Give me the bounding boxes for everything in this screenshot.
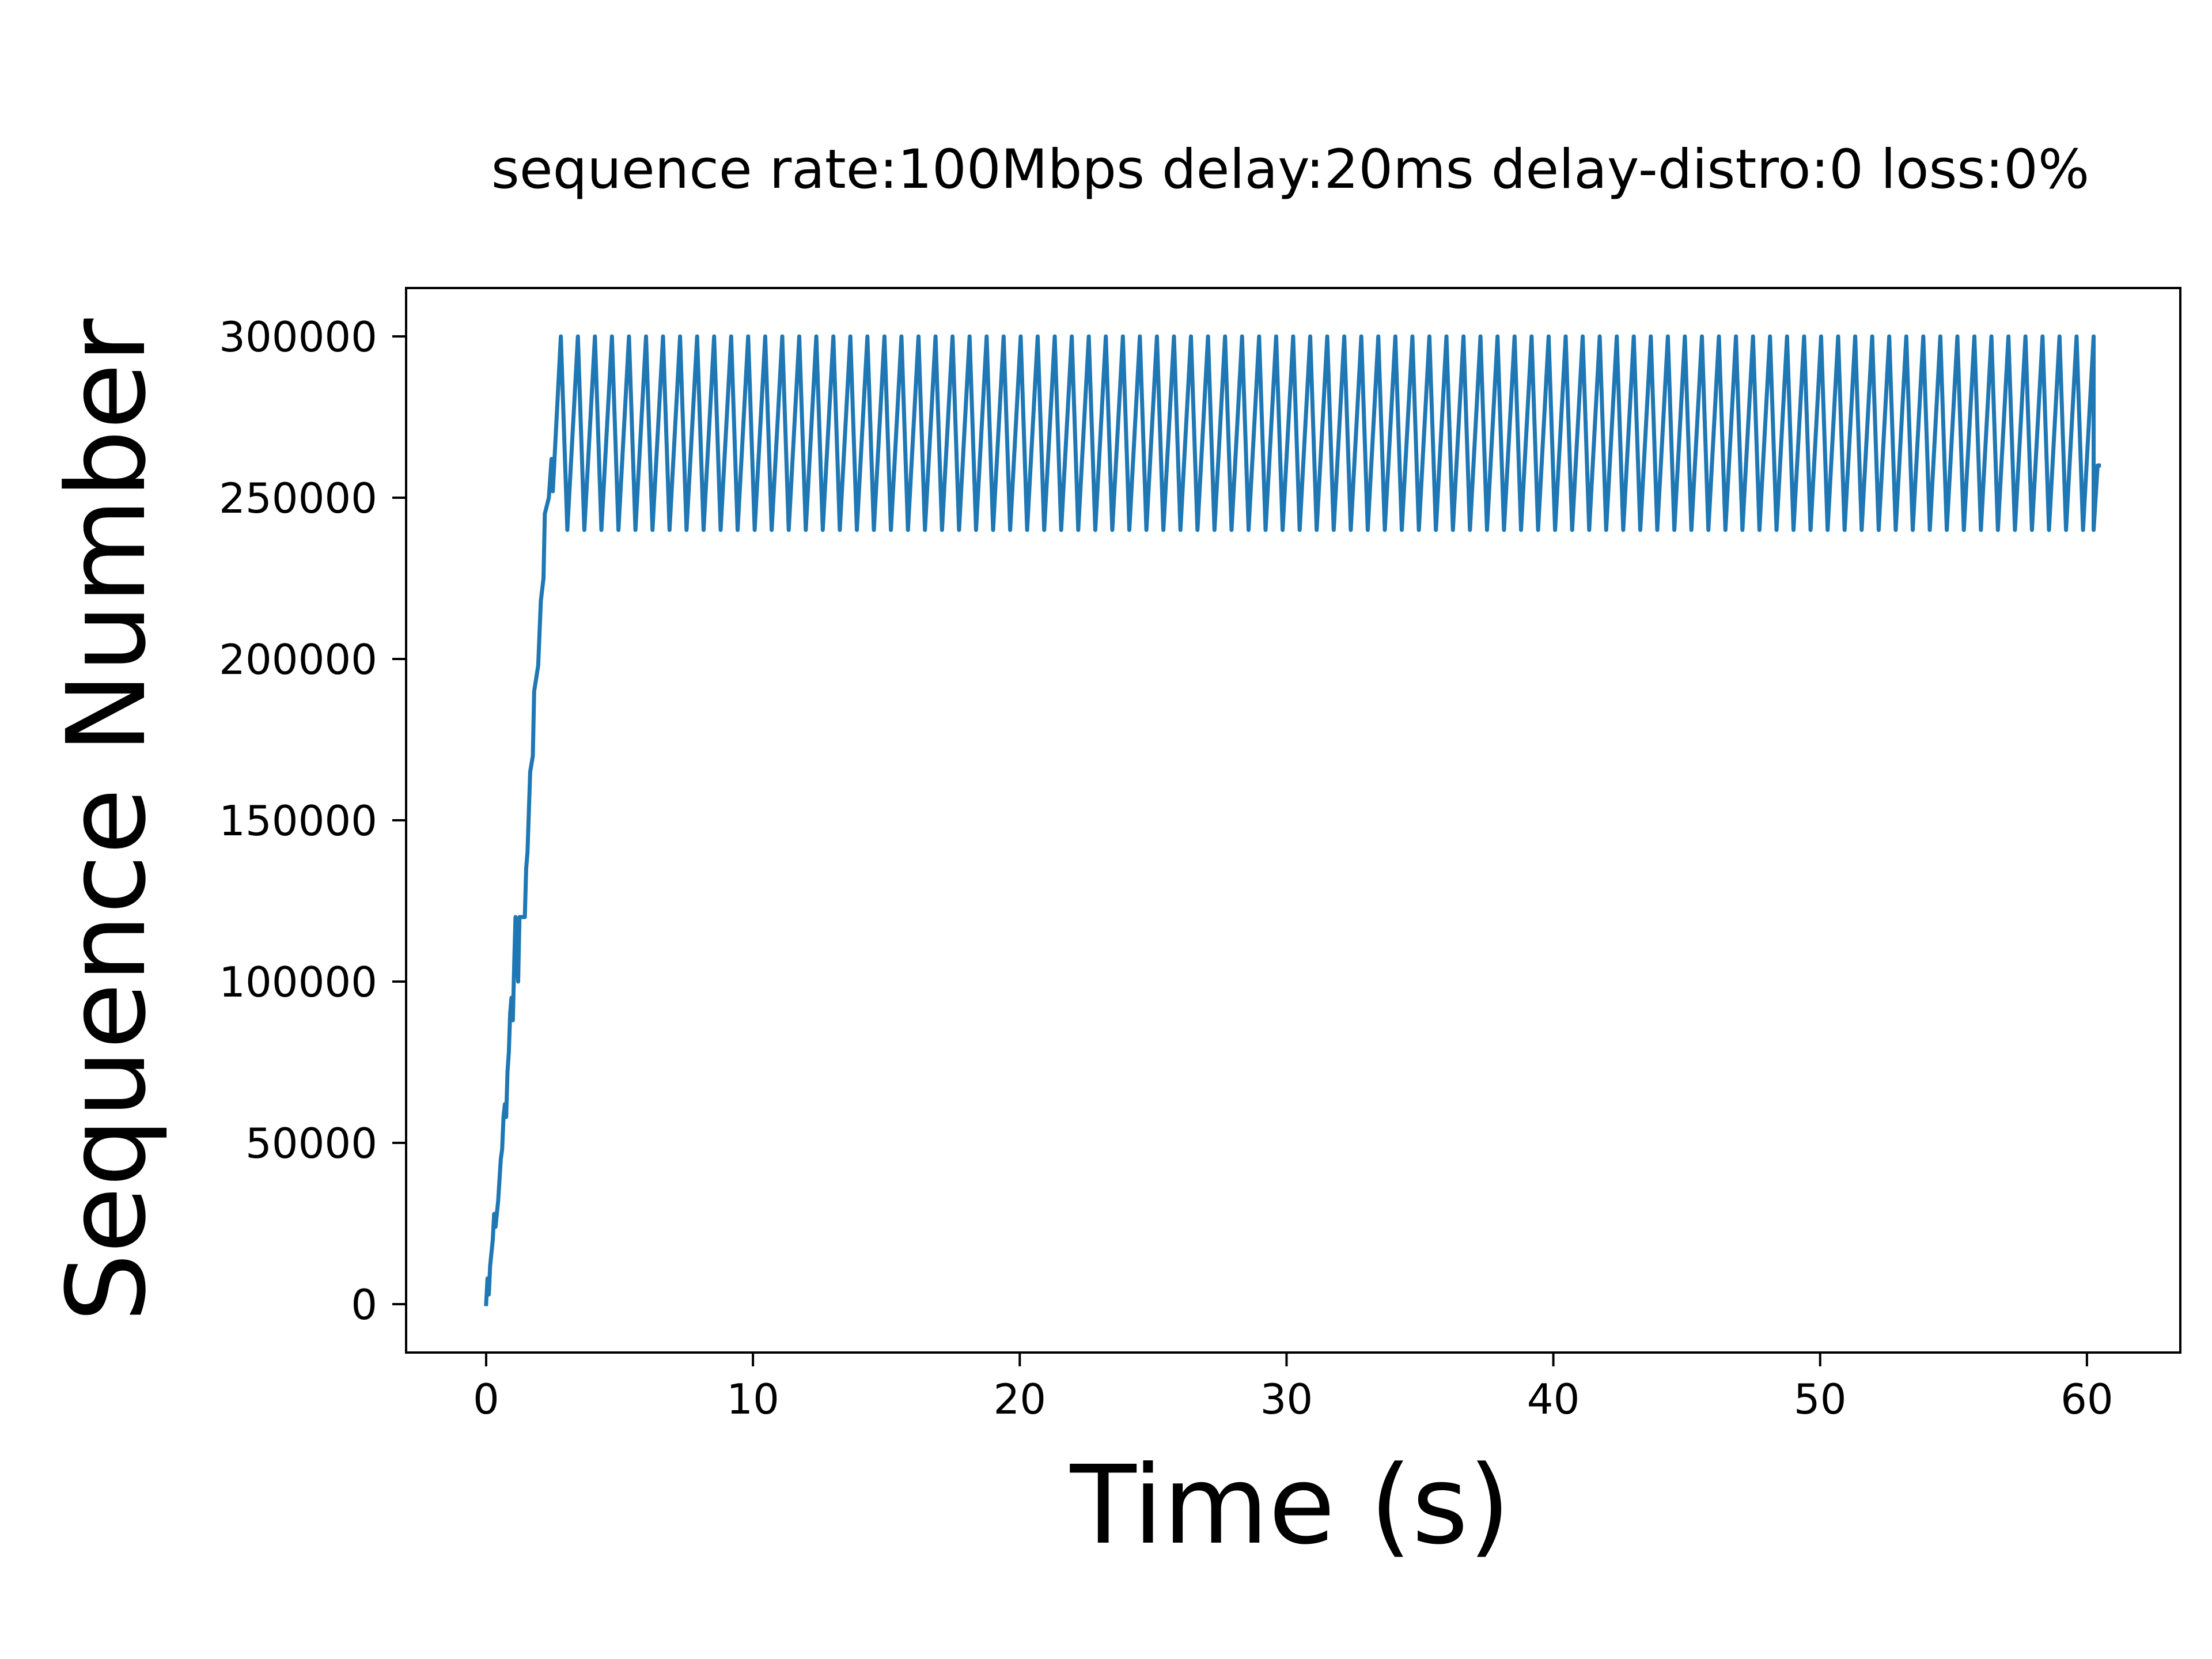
x-tick-label: 10 <box>726 1375 779 1423</box>
y-tick-label: 250000 <box>219 474 377 522</box>
y-tick-label: 100000 <box>219 958 377 1006</box>
x-axis: 0 10 20 30 40 50 60 <box>473 1353 2113 1423</box>
x-axis-title: Time (s) <box>1070 1442 1510 1569</box>
x-tick-label: 30 <box>1260 1375 1313 1423</box>
x-tick-label: 60 <box>2061 1375 2113 1423</box>
y-tick-label: 50000 <box>245 1119 377 1168</box>
series-line <box>484 334 2101 1306</box>
y-tick-label: 200000 <box>219 635 377 684</box>
y-tick-label: 300000 <box>219 313 377 361</box>
y-tick-label: 150000 <box>219 797 377 845</box>
y-tick-label: 0 <box>351 1281 377 1329</box>
x-tick-label: 40 <box>1527 1375 1580 1423</box>
y-axis-title: Sequence Number <box>44 318 170 1322</box>
chart-title: sequence rate:100Mbps delay:20ms delay-d… <box>491 138 2089 201</box>
y-axis: 0 50000 100000 150000 200000 250000 300000 <box>219 313 406 1329</box>
x-tick-label: 20 <box>993 1375 1046 1423</box>
x-tick-label: 0 <box>473 1375 499 1423</box>
series-layer <box>484 334 2101 1306</box>
x-tick-label: 50 <box>1794 1375 1847 1423</box>
